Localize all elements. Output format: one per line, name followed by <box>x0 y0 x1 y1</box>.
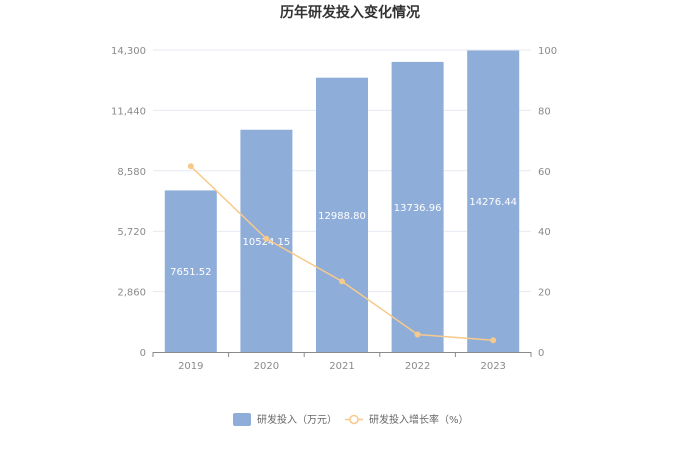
legend-bar-swatch <box>233 413 251 426</box>
left-y-axis: 0 2,860 5,720 8,580 11,440 14,300 <box>111 46 146 359</box>
legend-item-line[interactable]: 研发投入增长率（%） <box>345 413 469 426</box>
bar-value-label: 10524.15 <box>243 237 291 248</box>
x-axis: 2019 2020 2021 2022 2023 <box>152 352 532 372</box>
right-axis-tick-label: 80 <box>538 106 551 117</box>
bar-value-label: 12988.80 <box>318 211 366 222</box>
legend-bar-label: 研发投入（万元） <box>257 413 337 426</box>
bar-value-label: 13736.96 <box>394 203 442 214</box>
x-axis-tick-label: 2019 <box>178 361 203 372</box>
chart-title: 历年研发投入变化情况 <box>280 4 420 21</box>
left-axis-tick-label: 0 <box>140 348 146 359</box>
left-axis-tick-label: 11,440 <box>111 106 146 117</box>
bar[interactable] <box>391 61 444 352</box>
x-axis-tick-label: 2021 <box>329 361 354 372</box>
bar[interactable] <box>316 77 368 353</box>
right-y-axis: 0 20 40 60 80 100 <box>538 46 557 359</box>
bar-series <box>164 50 520 353</box>
x-axis-tick-label: 2022 <box>405 361 430 372</box>
right-axis-tick-label: 0 <box>538 348 544 359</box>
legend-line-label: 研发投入增长率（%） <box>369 413 469 426</box>
left-axis-tick-label: 8,580 <box>117 167 146 178</box>
legend-line-marker <box>349 414 359 425</box>
growth-rate-point[interactable] <box>187 163 194 170</box>
legend[interactable]: 研发投入（万元） 研发投入增长率（%） <box>233 413 469 426</box>
bar[interactable] <box>164 190 217 352</box>
right-axis-tick-label: 40 <box>538 227 551 238</box>
bar-value-label: 7651.52 <box>170 267 211 278</box>
x-axis-tick-label: 2020 <box>254 361 279 372</box>
line-series <box>187 163 497 344</box>
left-axis-tick-label: 14,300 <box>111 46 146 57</box>
bar-value-label: 14276.44 <box>469 197 517 208</box>
right-axis-tick-label: 60 <box>538 167 551 178</box>
growth-rate-point[interactable] <box>490 337 497 344</box>
left-axis-tick-label: 5,720 <box>117 227 146 238</box>
right-axis-tick-label: 100 <box>538 46 557 57</box>
growth-rate-point[interactable] <box>414 331 421 338</box>
growth-rate-point[interactable] <box>339 278 345 285</box>
left-axis-tick-label: 2,860 <box>117 288 146 299</box>
right-axis-tick-label: 20 <box>538 288 551 299</box>
x-axis-tick-label: 2023 <box>480 361 505 372</box>
bar-value-labels: 7651.52 10524.15 12988.80 13736.96 14276.44 <box>170 197 517 278</box>
bar[interactable] <box>467 50 520 353</box>
growth-rate-point[interactable] <box>263 235 270 242</box>
legend-item-bar[interactable]: 研发投入（万元） <box>233 413 337 426</box>
